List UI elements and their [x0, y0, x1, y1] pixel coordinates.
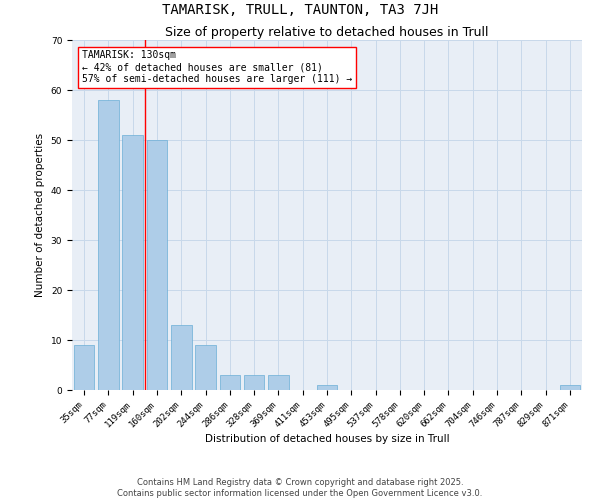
Bar	[122, 135, 143, 390]
Title: Size of property relative to detached houses in Trull: Size of property relative to detached ho…	[165, 26, 489, 39]
Bar	[146, 140, 167, 390]
Y-axis label: Number of detached properties: Number of detached properties	[35, 133, 45, 297]
Text: TAMARISK: 130sqm
← 42% of detached houses are smaller (81)
57% of semi-detached : TAMARISK: 130sqm ← 42% of detached house…	[82, 50, 352, 84]
Bar	[268, 375, 289, 390]
Bar	[195, 345, 216, 390]
Bar	[244, 375, 265, 390]
Bar	[171, 325, 191, 390]
Bar	[220, 375, 240, 390]
X-axis label: Distribution of detached houses by size in Trull: Distribution of detached houses by size …	[205, 434, 449, 444]
Bar	[74, 345, 94, 390]
Text: TAMARISK, TRULL, TAUNTON, TA3 7JH: TAMARISK, TRULL, TAUNTON, TA3 7JH	[162, 2, 438, 16]
Bar	[98, 100, 119, 390]
Bar	[317, 385, 337, 390]
Bar	[560, 385, 580, 390]
Text: Contains HM Land Registry data © Crown copyright and database right 2025.
Contai: Contains HM Land Registry data © Crown c…	[118, 478, 482, 498]
